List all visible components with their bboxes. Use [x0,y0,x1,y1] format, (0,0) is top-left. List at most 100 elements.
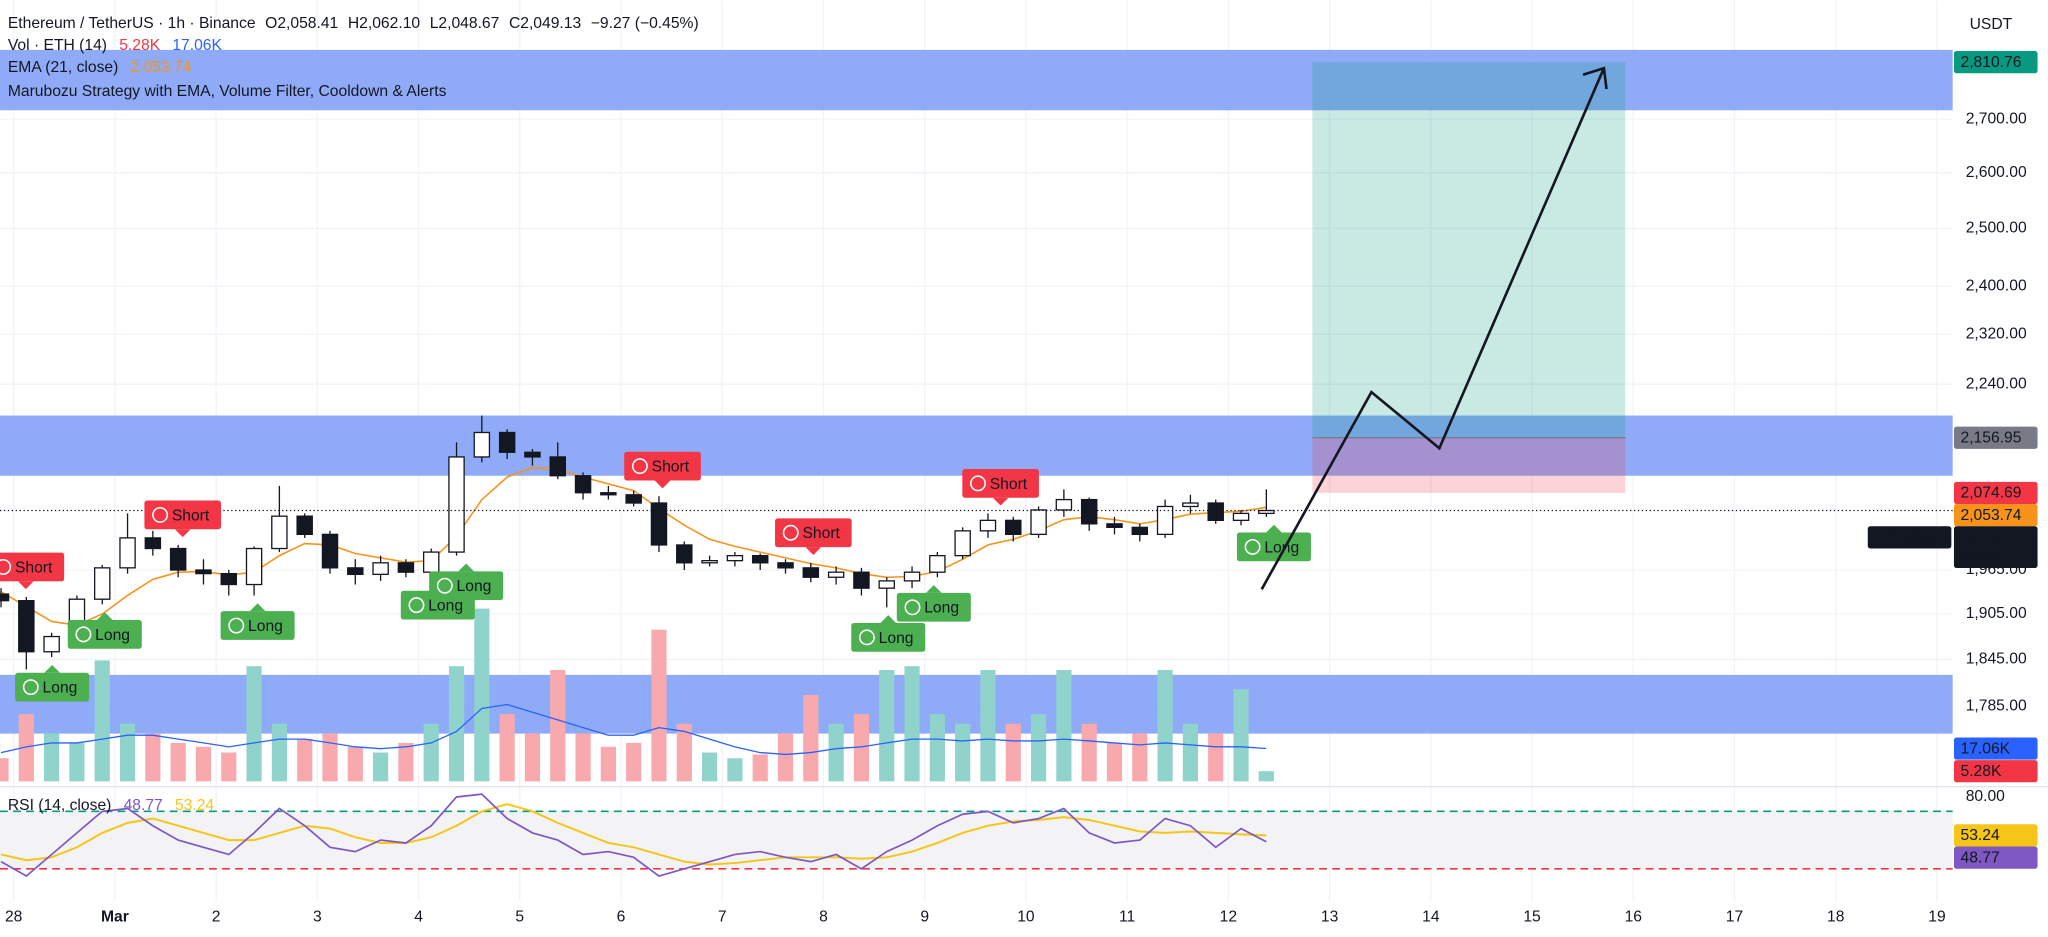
volume-bar [1182,723,1199,782]
signal-label: Long [429,563,504,601]
price-tag-label: 48.77 [1960,849,1999,866]
price-tag-label: 17.06K [1960,740,2010,757]
candle-body [169,547,187,571]
rsi-name: RSI (14, close) [8,797,112,814]
volume-name: Vol · ETH (14) [8,37,107,54]
signal-label: Long [1236,524,1311,562]
volume-bar [752,754,768,782]
volume-bar [195,746,212,782]
x-tick-label: 16 [1625,908,1643,925]
signal-text: Long [457,578,492,595]
x-tick-label: 15 [1523,908,1541,925]
price-tag [1953,737,2038,760]
candle-body [397,562,415,573]
y-tick-label: 2,600.00 [1966,164,2027,181]
candle-body [751,554,769,564]
legend-symbol: Ethereum / TetherUS · 1h · Binance O2,05… [8,15,699,32]
volume-bar [94,660,110,782]
candle-body [802,567,820,578]
signal-box [0,552,65,582]
rsi-line [0,793,1267,878]
signal-pointer [1266,524,1282,533]
legend-strategy: Marubozu Strategy with EMA, Volume Filte… [8,83,447,100]
signal-dot [0,558,12,575]
candle-body [448,456,465,553]
signal-label: Short [775,518,852,555]
volume-bar [600,746,616,782]
y-tick-label: 1,845.00 [1966,651,2027,668]
signal-text: Long [95,627,130,644]
signal-pointer [174,529,191,538]
volume-bar [145,733,161,782]
volume-bar [702,752,718,782]
candle-body [1005,519,1022,536]
legend-volume: Vol · ETH (14) 5.28K 17.06K [8,37,223,54]
candle-body [1207,502,1224,522]
y-tick-label: 2,240.00 [1966,375,2027,392]
candle-body [144,537,162,550]
x-tick-label: 7 [718,908,727,925]
rsi-value: 48.77 [124,797,163,814]
signal-dot [858,629,875,646]
candle-body [1232,512,1250,522]
signal-dot [436,577,453,594]
price-tag [1953,824,2038,847]
signal-label: Long [851,615,926,652]
volume-bar [980,670,996,782]
price-tag-label: 2,810.76 [1960,54,2021,71]
volume-bar [322,733,338,782]
volume-bar [1056,670,1072,782]
volume-bar [904,666,920,782]
symbol: Ethereum / TetherUS · 1h · Binance [8,15,256,32]
volume-bar [221,752,237,782]
symbol-tag [1867,526,1952,549]
x-tick-label: Mar [101,908,129,925]
candle-body [347,567,364,576]
volume-bar [18,714,34,782]
x-tick-label: 18 [1827,908,1845,925]
price-tag [1953,526,2038,569]
volume-bar [474,608,490,782]
x-tick-label: 4 [414,908,423,925]
volume-bar [1157,670,1173,782]
x-tick-label: 10 [1017,908,1035,925]
legend-rsi: RSI (14, close) 48.77 53.24 [8,797,215,814]
volume-bar [69,742,85,782]
candle-body [600,492,617,496]
rsi-tick-label: 80.00 [1966,788,2005,805]
candle-body [473,431,491,458]
signal-box [144,500,222,530]
signal-label: Long [220,603,295,640]
candle-body [321,533,339,569]
signal-text: Long [924,600,959,617]
volume-value: 5.28K [119,37,160,54]
volume-bar [803,694,819,782]
volume-bar [423,723,439,782]
x-tick-label: 17 [1726,908,1743,925]
price-tag-label: 2,074.69 [1960,485,2021,502]
x-tick-label: 19 [1928,908,1945,925]
candle-body [827,571,845,578]
signal-text: Short [802,525,840,542]
x-tick-label: 8 [819,908,828,925]
candle-body [524,451,541,458]
y-tick-label: 2,320.00 [1966,326,2027,343]
signal-label: Short [0,552,65,590]
low-value: L2,048.67 [430,15,500,32]
volume-bar [955,723,971,782]
volume-bar [1132,733,1148,782]
volume-bar [853,714,870,782]
signal-text: Short [15,559,53,576]
zone [0,49,1953,111]
volume-bar [246,666,262,782]
arrow-head [1582,66,1608,90]
candle-body [0,593,10,602]
y-tick-label: 1,785.00 [1966,697,2027,714]
volume-bar [676,723,692,782]
signal-text: Short [652,459,690,476]
candle-body [1080,498,1098,525]
ema-value: 2,053.74 [131,59,192,76]
candle-body [1131,526,1149,536]
zone [0,674,1953,734]
